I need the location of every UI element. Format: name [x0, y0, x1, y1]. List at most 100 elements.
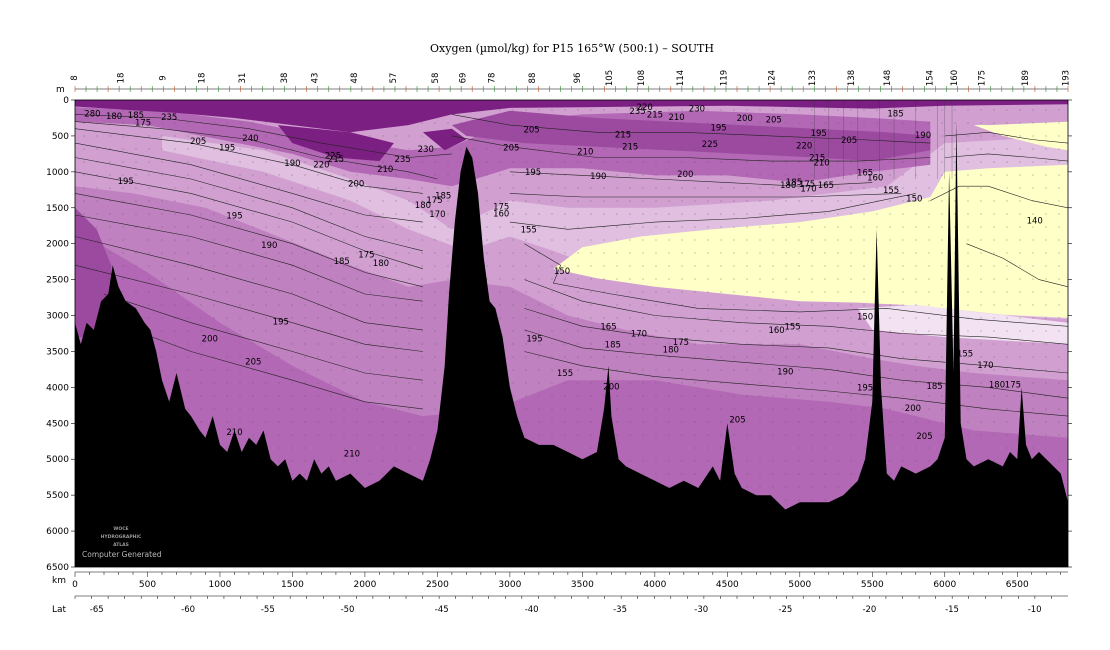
- station-label: 124: [767, 70, 777, 86]
- contour-label: 200: [603, 383, 619, 393]
- contour-label: 185: [887, 110, 903, 120]
- x-tick-label: 4000: [643, 580, 666, 590]
- contour-line: [75, 171, 423, 270]
- contour-label: 170: [429, 210, 445, 220]
- contour-label: 185: [435, 192, 451, 202]
- y-tick-label: 4500: [46, 419, 69, 429]
- contour-label: 195: [811, 129, 827, 139]
- station-label: 57: [389, 73, 399, 84]
- contour-label: 210: [813, 159, 829, 169]
- contour-label: 195: [857, 383, 873, 393]
- contour-label: 205: [766, 115, 782, 125]
- contour-line: [75, 236, 423, 331]
- contour-label: 225: [325, 151, 341, 161]
- latitude-axis: -65 -60 -55 -50 -45 -40 -35 -30 -25 -20 -15 -10: [74, 596, 1052, 615]
- contour-label: 195: [525, 168, 541, 178]
- lat-tick-label: -60: [181, 605, 195, 615]
- contour-label: 175: [799, 180, 815, 190]
- x-tick-label: 2500: [426, 580, 449, 590]
- plot-area: [75, 100, 1068, 567]
- contour-label: 220: [313, 161, 329, 171]
- lat-tick-label: -40: [525, 605, 539, 615]
- contour-line: [944, 153, 1068, 162]
- y-tick-label: 6000: [46, 527, 69, 537]
- contour-label: 150: [554, 267, 570, 277]
- station-label: 18: [116, 73, 126, 84]
- contour-label: 190: [915, 131, 931, 141]
- svg-text:ATLAS: ATLAS: [113, 542, 129, 548]
- svg-text:HYDROGRAPHIC: HYDROGRAPHIC: [101, 534, 142, 540]
- contour-line: [509, 193, 916, 230]
- contour-line: [75, 114, 452, 158]
- station-label: 48: [350, 73, 360, 84]
- station-label: 138: [847, 70, 857, 86]
- contour-label: 180: [373, 259, 389, 269]
- woce-atlas-logo: WOCE HYDROGRAPHIC ATLAS: [101, 526, 142, 548]
- contour-lines: [75, 114, 1068, 417]
- contour-label: 220: [637, 103, 653, 113]
- lat-tick-label: -55: [261, 605, 275, 615]
- contour-label: 195: [710, 123, 726, 133]
- contour-label: 205: [503, 143, 519, 153]
- contour-label: 195: [273, 317, 289, 327]
- contour-label: 205: [190, 137, 206, 147]
- y-tick-label: 500: [52, 132, 69, 142]
- station-label: 193: [1062, 70, 1072, 86]
- y-tick-label: 3500: [46, 347, 69, 357]
- bathymetry-seafloor: [75, 121, 1068, 567]
- contour-label: 230: [689, 105, 705, 115]
- contour-label: 205: [523, 126, 539, 136]
- lat-tick-label: -25: [778, 605, 792, 615]
- y-tick-label: 5000: [46, 455, 69, 465]
- contour-label: 160: [867, 174, 883, 184]
- contour-label: 180: [415, 201, 431, 211]
- contour-label: 170: [631, 330, 647, 340]
- station-label: 189: [1021, 70, 1031, 86]
- station-label: 9: [158, 75, 168, 80]
- contour-label: 215: [328, 155, 344, 165]
- contour-label: 180: [663, 345, 679, 355]
- lat-tick-label: -20: [862, 605, 876, 615]
- x-tick-label: 3500: [571, 580, 594, 590]
- y-tick-label: 2500: [46, 276, 69, 286]
- contour-label: 215: [615, 131, 631, 141]
- contour-label: 140: [1027, 217, 1043, 227]
- contour-label: 205: [245, 358, 261, 368]
- contour-label: 150: [906, 194, 922, 204]
- station-label: 154: [925, 70, 935, 86]
- station-label: 18: [198, 73, 208, 84]
- computer-generated-credit: Computer Generated: [82, 550, 162, 559]
- contour-label: 235: [629, 107, 645, 117]
- contour-label: 155: [784, 322, 800, 332]
- x-tick-label: 3000: [498, 580, 521, 590]
- contour-label: 185: [786, 178, 802, 188]
- contour-line: [524, 329, 1068, 399]
- contour-label: 170: [800, 184, 816, 194]
- contour-line: [75, 214, 423, 302]
- plot-frame: [74, 99, 1069, 568]
- lat-tick-label: -30: [694, 605, 708, 615]
- lat-tick-label: -15: [945, 605, 959, 615]
- station-label: 8: [70, 75, 80, 80]
- latitude-label: Lat: [52, 605, 67, 615]
- x-tick-label: 2000: [353, 580, 376, 590]
- contour-label: 220: [796, 141, 812, 151]
- contour-line: [944, 131, 1068, 144]
- contour-line: [75, 121, 438, 180]
- contour-label: 280: [84, 110, 100, 120]
- contour-label: 185: [334, 257, 350, 267]
- contour-line: [75, 193, 423, 288]
- contour-label: 205: [729, 416, 745, 426]
- station-label: 31: [238, 73, 248, 84]
- depth-axis: 0 500 1000 1500 2000 2500 3000 3500 4000 4500 5000…: [46, 96, 1072, 573]
- station-label: 133: [808, 70, 818, 86]
- contour-line: [75, 128, 423, 194]
- lat-tick-label: -10: [1028, 605, 1042, 615]
- contour-label: 175: [673, 338, 689, 348]
- contour-label: 165: [857, 169, 873, 179]
- contour-line: [966, 243, 1068, 288]
- station-label: 43: [311, 73, 321, 84]
- contour-label: 195: [219, 143, 235, 153]
- contour-label: 185: [926, 382, 942, 392]
